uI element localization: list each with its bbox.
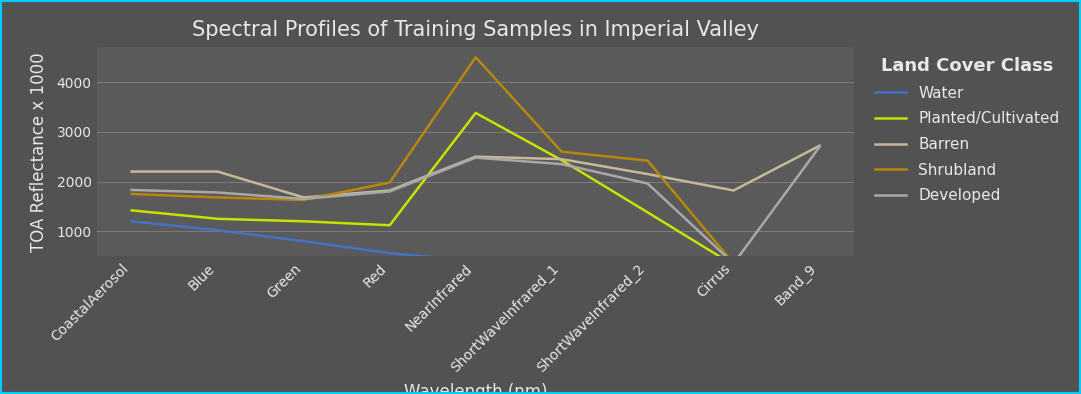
Barren (211, 169, 224, 174)
Shrubland (125, 191, 138, 196)
Planted/Cultivated (211, 216, 224, 221)
Water (469, 259, 482, 264)
Shrubland (383, 180, 396, 185)
Developed (728, 261, 740, 266)
Planted/Cultivated (556, 158, 569, 162)
Barren (125, 169, 138, 174)
Water (383, 251, 396, 255)
Water (297, 239, 310, 243)
Developed (813, 144, 826, 149)
Title: Spectral Profiles of Training Samples in Imperial Valley: Spectral Profiles of Training Samples in… (192, 20, 759, 40)
Line: Developed: Developed (132, 147, 819, 264)
Line: Barren: Barren (132, 146, 819, 197)
Shrubland (556, 149, 569, 154)
Shrubland (469, 55, 482, 59)
Water (125, 219, 138, 224)
Line: Shrubland: Shrubland (132, 57, 734, 264)
Shrubland (641, 158, 654, 163)
Legend: Water, Planted/Cultivated, Barren, Shrubland, Developed: Water, Planted/Cultivated, Barren, Shrub… (869, 51, 1066, 210)
Planted/Cultivated (728, 263, 740, 268)
Water (641, 267, 654, 272)
Barren (297, 195, 310, 200)
Planted/Cultivated (383, 223, 396, 228)
Water (556, 263, 569, 268)
Line: Water: Water (132, 221, 734, 271)
Planted/Cultivated (641, 210, 654, 215)
X-axis label: Wavelength (nm): Wavelength (nm) (404, 383, 547, 394)
Developed (641, 181, 654, 186)
Planted/Cultivated (469, 111, 482, 115)
Barren (469, 154, 482, 159)
Barren (813, 143, 826, 148)
Developed (556, 162, 569, 167)
Planted/Cultivated (297, 219, 310, 224)
Barren (728, 188, 740, 193)
Shrubland (728, 261, 740, 266)
Water (728, 269, 740, 273)
Shrubland (211, 195, 224, 200)
Planted/Cultivated (125, 208, 138, 213)
Shrubland (297, 197, 310, 202)
Developed (211, 190, 224, 195)
Barren (383, 188, 396, 193)
Y-axis label: TOA Reflectance x 1000: TOA Reflectance x 1000 (30, 52, 49, 251)
Developed (383, 189, 396, 194)
Developed (469, 155, 482, 160)
Water (211, 228, 224, 232)
Developed (297, 197, 310, 201)
Barren (556, 157, 569, 162)
Line: Planted/Cultivated: Planted/Cultivated (132, 113, 734, 265)
Barren (641, 172, 654, 177)
Developed (125, 188, 138, 192)
